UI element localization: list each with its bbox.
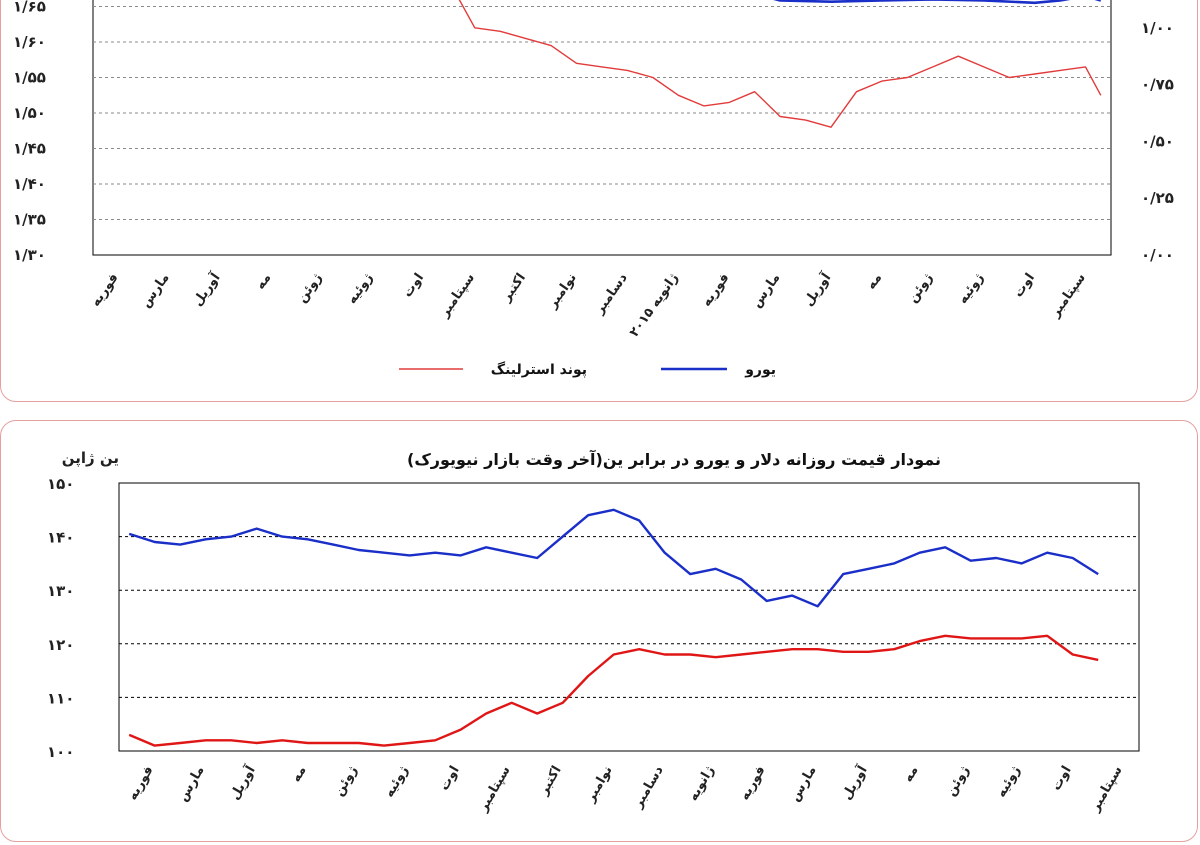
x-tick-label: ژانویه ۲۰۱۵	[627, 271, 682, 340]
y-left-tick-label: ۱/۴۵	[13, 140, 46, 158]
y-right-tick-label: ۰/۵۰	[1141, 132, 1174, 150]
chart-title: نمودار قیمت روزانه دلار و یورو در برابر …	[407, 449, 941, 469]
gbp-eur-chart: ۱/۶۵ ۱/۶۰ ۱/۵۵ ۱/۵۰ ۱/۴۵ ۱/۴۰ ۱/۳۵ ۱/۳۰ ۱/۰۰ ۰/۷۵…	[13, 0, 1174, 378]
y-left-tick-label: ۱/۵۰	[13, 104, 46, 122]
usd-eur-yen-chart-panel: نمودار قیمت روزانه دلار و یورو در برابر …	[0, 420, 1198, 842]
series-line-eur-yen	[128, 508, 1099, 608]
x-tick-label: ژانویه	[686, 764, 718, 804]
x-tick-label: مه	[901, 764, 922, 785]
gbp-eur-chart-panel: ۱/۶۵ ۱/۶۰ ۱/۵۵ ۱/۵۰ ۱/۴۵ ۱/۴۰ ۱/۳۵ ۱/۳۰ ۱/۰۰ ۰/۷۵…	[0, 0, 1198, 402]
plot-frame	[118, 482, 1140, 752]
y-axis-label: ین ژاپن	[62, 449, 119, 468]
x-tick-label: ژوئن	[295, 271, 326, 306]
y-left-tick-label: ۱/۴۰	[13, 175, 46, 193]
x-tick-label: مه	[864, 271, 885, 293]
y-tick-label: ۱۴۰	[47, 529, 74, 547]
x-tick-label: دسامبر	[592, 270, 631, 317]
x-tick-label: نوامبر	[583, 764, 616, 806]
x-tick-label: اوت	[437, 764, 463, 794]
x-tick-label: دسامبر	[630, 763, 667, 811]
x-tick-label: ژوئن	[944, 764, 973, 799]
series-line-usd-yen	[128, 634, 1099, 747]
x-tick-label: اکتبر	[536, 764, 565, 799]
series-line-gbp	[458, 0, 1102, 128]
y-tick-label: ۱۱۰	[47, 689, 74, 707]
y-right-tick-label: ۰/۷۵	[1141, 76, 1174, 94]
y-left-tick-label: ۱/۶۵	[13, 0, 46, 16]
y-right-tick-label: ۰/۲۵	[1141, 189, 1174, 207]
legend-label-gbp: پوند استرلینگ	[491, 361, 587, 378]
x-tick-label: سپتامبر	[1047, 271, 1088, 321]
legend-label-eur: یورو	[744, 362, 776, 378]
x-tick-label: اکتبر	[498, 271, 528, 306]
x-tick-label: ژوئیه	[382, 764, 412, 801]
x-tick-label: مارس	[175, 764, 207, 805]
x-tick-label: مه	[289, 764, 310, 785]
y-tick-label: ۱۳۰	[47, 582, 74, 600]
x-tick-label: ژوئن	[332, 764, 361, 799]
x-tick-label: سپتامبر	[437, 271, 478, 321]
x-tick-label: اوت	[1011, 271, 1038, 301]
x-tick-label: فوریه	[125, 764, 156, 803]
x-tick-label: مارس	[138, 271, 172, 311]
x-tick-label: آوریل	[189, 269, 224, 309]
x-tick-label: سپتامبر	[475, 764, 513, 815]
x-tick-label: آوریل	[838, 762, 871, 803]
y-tick-label: ۱۲۰	[47, 636, 74, 654]
y-tick-label: ۱۰۰	[47, 743, 74, 761]
series-line-eur	[773, 0, 1101, 5]
x-tick-label: ژوئیه	[345, 271, 377, 307]
y-left-tick-label: ۱/۳۰	[13, 246, 46, 264]
y-left-tick-label: ۱/۳۵	[13, 211, 46, 229]
x-tick-label: آوریل	[799, 269, 834, 309]
x-tick-label: اوت	[1049, 764, 1075, 794]
usd-eur-yen-chart: نمودار قیمت روزانه دلار و یورو در برابر …	[47, 449, 1140, 815]
y-left-tick-label: ۱/۵۵	[13, 69, 46, 87]
y-tick-label: ۱۵۰	[47, 475, 74, 493]
x-tick-label: مارس	[749, 271, 783, 311]
y-right-tick-label: ۱/۰۰	[1141, 19, 1174, 37]
x-tick-label: اوت	[400, 271, 427, 301]
plot-frame	[92, 0, 1112, 256]
x-tick-label: فوریه	[737, 764, 768, 803]
x-tick-label: فوریه	[699, 271, 732, 310]
x-tick-label: فوریه	[88, 271, 121, 310]
x-tick-label: مه	[253, 271, 274, 293]
y-right-tick-label: ۰/۰۰	[1141, 246, 1174, 264]
x-tick-label: ژوئیه	[994, 763, 1024, 800]
x-tick-label: ژوئیه	[955, 271, 987, 307]
x-tick-label: مارس	[787, 764, 819, 805]
x-tick-label: سپتامبر	[1087, 764, 1125, 815]
x-tick-label: ژوئن	[905, 271, 936, 306]
x-tick-label: آوریل	[226, 762, 259, 803]
y-left-tick-label: ۱/۶۰	[13, 33, 46, 51]
x-tick-label: نوامبر	[545, 271, 580, 312]
